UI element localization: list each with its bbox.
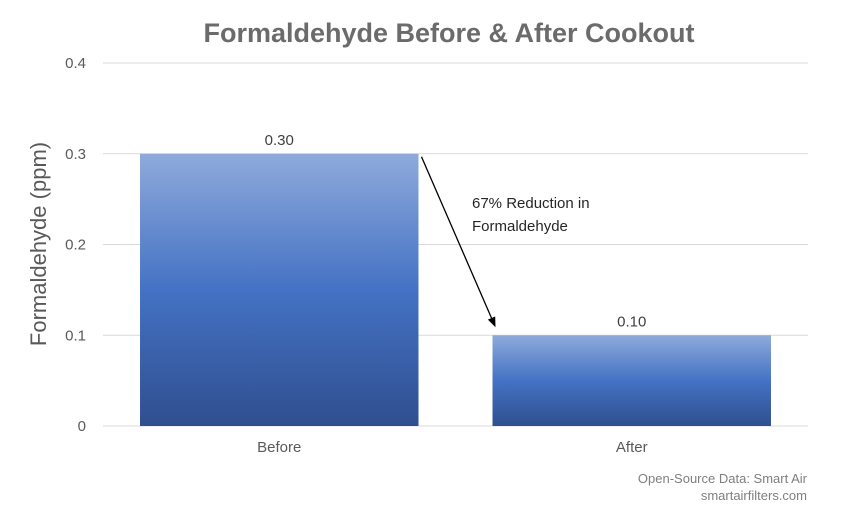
y-tick-label: 0.3 xyxy=(65,146,86,163)
y-tick-label: 0.4 xyxy=(65,55,86,72)
bars: 0.30 0.10 xyxy=(140,132,771,426)
arrowhead-icon xyxy=(487,316,496,328)
source-line-2: smartairfilters.com xyxy=(700,488,807,503)
data-label: 0.30 xyxy=(265,132,294,149)
data-label: 0.10 xyxy=(617,313,646,330)
bar-after xyxy=(492,335,771,426)
reduction-arrow xyxy=(420,156,493,319)
bar-before xyxy=(140,153,419,426)
annotation-line-2: Formaldehyde xyxy=(472,218,568,235)
annotation-line-1: 67% Reduction in xyxy=(472,195,590,212)
source-credit: Open-Source Data: Smart Air smartairfilt… xyxy=(638,470,807,504)
source-line-1: Open-Source Data: Smart Air xyxy=(637,471,807,486)
y-tick-label: 0 xyxy=(78,418,86,435)
x-axis-ticks: Before After xyxy=(257,439,647,456)
y-tick-label: 0.2 xyxy=(65,237,86,254)
annotation: 67% Reduction in Formaldehyde xyxy=(420,156,590,328)
x-tick-label: Before xyxy=(257,439,301,456)
y-axis-label: Formaldehyde (ppm) xyxy=(26,142,51,346)
y-axis-ticks: 0 0.1 0.2 0.3 0.4 xyxy=(65,55,86,435)
chart-title: Formaldehyde Before & After Cookout xyxy=(203,18,694,48)
y-tick-label: 0.1 xyxy=(65,327,86,344)
x-tick-label: After xyxy=(616,439,648,456)
